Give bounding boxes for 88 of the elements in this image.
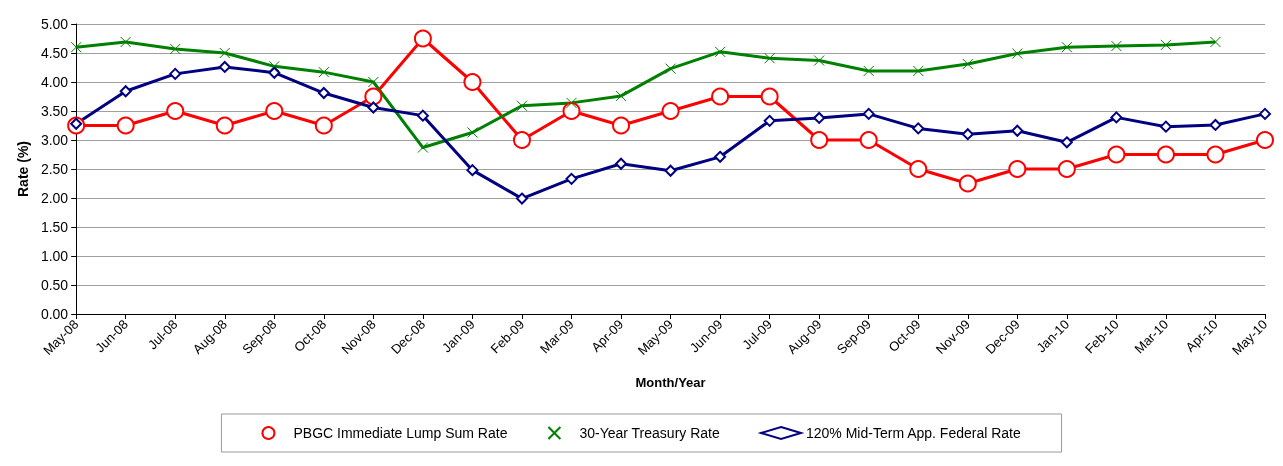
point — [466, 164, 479, 177]
point — [961, 128, 974, 141]
point — [116, 116, 135, 135]
point — [566, 97, 577, 109]
y-tick-label: 4.00 — [40, 74, 69, 90]
point — [813, 55, 825, 67]
point — [515, 192, 528, 205]
y-tick-label: 0.00 — [40, 306, 69, 322]
point — [1008, 160, 1027, 178]
point — [413, 29, 432, 48]
point — [367, 101, 380, 114]
point — [763, 114, 776, 127]
y-tick-label: 3.00 — [40, 132, 69, 148]
point — [813, 111, 826, 124]
point — [70, 41, 82, 53]
point — [119, 85, 132, 98]
point — [1206, 145, 1225, 164]
point — [1259, 107, 1271, 120]
point — [516, 100, 528, 112]
point — [417, 142, 429, 154]
point — [166, 102, 185, 120]
point — [120, 36, 132, 48]
point — [1060, 136, 1073, 149]
point — [169, 67, 182, 80]
point — [317, 87, 330, 100]
point — [1156, 145, 1175, 164]
point — [463, 73, 482, 91]
y-axis-title: Rate (%) — [15, 140, 31, 198]
point — [862, 107, 875, 120]
point — [1107, 145, 1126, 164]
y-tick-label: 1.00 — [40, 248, 69, 264]
point — [268, 66, 281, 79]
y-tick-label: 3.50 — [40, 103, 69, 119]
point — [863, 65, 875, 77]
point — [958, 174, 977, 193]
point — [661, 102, 680, 120]
point — [1160, 39, 1172, 51]
point — [615, 90, 627, 102]
legend-label: 30-Year Treasury Rate — [579, 425, 720, 441]
point — [265, 102, 284, 120]
point — [1209, 118, 1222, 131]
point — [318, 66, 330, 78]
point — [1110, 111, 1123, 124]
point — [314, 116, 333, 135]
point — [1061, 41, 1073, 53]
y-tick-label: 1.50 — [40, 219, 69, 235]
y-tick-label: 5.00 — [40, 16, 69, 32]
legend-label: 120% Mid-Term App. Federal Rate — [806, 425, 1021, 441]
point — [760, 87, 779, 106]
point — [218, 60, 231, 73]
point — [416, 109, 429, 122]
point — [664, 164, 677, 177]
point — [1159, 120, 1172, 133]
point — [1110, 40, 1122, 52]
y-tick-label: 0.50 — [40, 277, 69, 293]
point — [268, 60, 280, 72]
point — [912, 122, 925, 135]
point — [367, 76, 379, 88]
point — [1209, 36, 1221, 48]
point — [215, 116, 234, 135]
y-tick-label: 2.00 — [40, 190, 69, 206]
point — [615, 157, 628, 170]
y-tick-label: 4.50 — [40, 45, 69, 61]
x-axis-title: Month/Year — [635, 375, 706, 390]
point — [711, 87, 730, 106]
point — [909, 160, 928, 178]
point — [612, 116, 631, 135]
point — [859, 131, 878, 149]
point — [665, 63, 677, 75]
point — [1256, 131, 1274, 149]
y-tick-label: 2.50 — [40, 161, 69, 177]
point — [714, 150, 727, 163]
point — [1011, 124, 1024, 137]
point — [562, 102, 581, 120]
point — [219, 47, 231, 59]
point — [714, 46, 726, 58]
point — [962, 58, 974, 70]
point — [1057, 160, 1076, 178]
point — [764, 52, 776, 64]
point — [169, 43, 181, 55]
point — [1011, 48, 1023, 60]
point — [810, 131, 829, 149]
legend-label: PBGC Immediate Lump Sum Rate — [293, 425, 508, 441]
point — [466, 126, 478, 138]
point — [912, 65, 924, 77]
point — [512, 131, 531, 149]
point — [565, 172, 578, 185]
point — [364, 87, 383, 106]
